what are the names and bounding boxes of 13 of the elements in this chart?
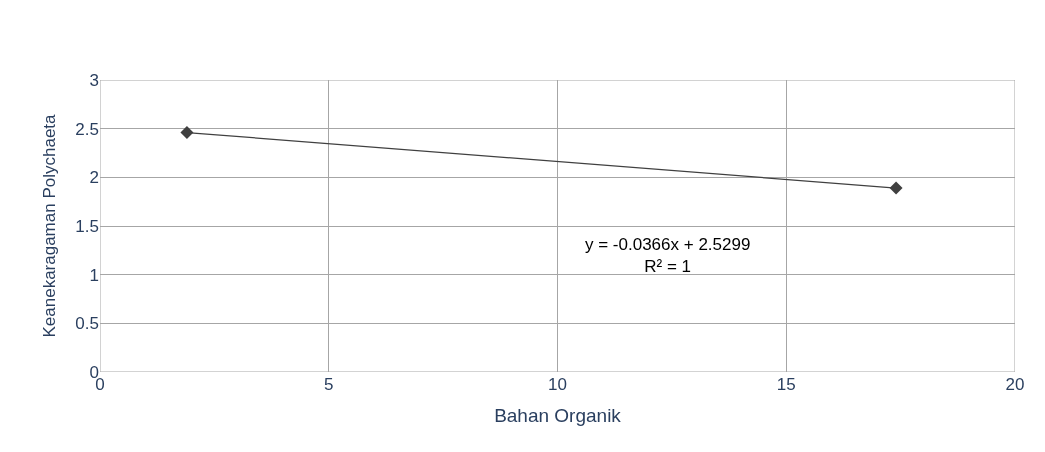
y-tick-label: 1 [89, 265, 99, 285]
annotation: y = -0.0366x + 2.5299 R² = 1 [585, 235, 751, 277]
y-tick-label: 0.5 [75, 314, 99, 334]
x-tick-label: 15 [776, 375, 796, 394]
y-tick-label: 3 [89, 70, 99, 90]
x-axis-title: Bahan Organik [494, 404, 622, 426]
x-tick-label: 5 [324, 375, 334, 394]
y-tick-label: 1.5 [75, 216, 99, 236]
x-tick-label: 20 [1005, 375, 1025, 394]
y-axis-title: Keanekaragaman Polychaeta [39, 113, 59, 338]
y-tick-label: 2.5 [75, 119, 99, 139]
x-tick-label: 10 [548, 375, 567, 394]
y-tick-label: 2 [89, 168, 99, 188]
